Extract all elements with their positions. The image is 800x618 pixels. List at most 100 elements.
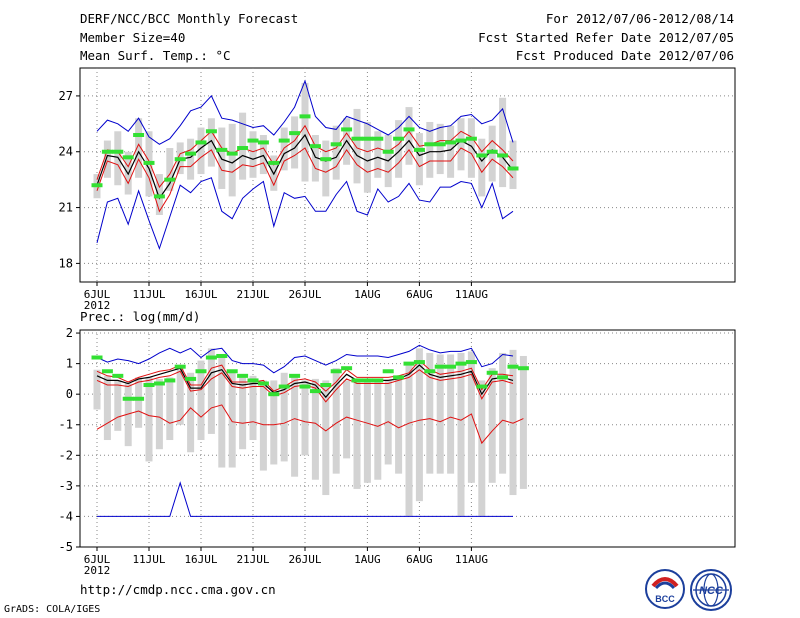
precip-plot-frame [79,329,736,548]
temp-range-box [363,121,371,193]
temp-obs-mark [164,177,176,182]
temp-range-box [447,125,455,178]
precip-upper-line [96,359,514,392]
temp-xtick-label: 11JUL [132,288,165,301]
temp-obs-mark [226,151,238,156]
temp-xtick-label: 26JUL [288,288,321,301]
temp-obs-mark [486,149,498,154]
precip-obs-mark [309,389,321,394]
temp-obs-mark [205,129,217,134]
bcc-logo-text: BCC [655,594,675,604]
precip-obs-mark [133,396,145,401]
precip-obs-mark [289,373,301,378]
precip-obs-mark [424,369,436,374]
precip-range-box [103,375,111,441]
temp-ytick-label: 24 [59,145,73,159]
precip-range-box [145,377,153,462]
precip-range-box [197,360,205,441]
temp-obs-mark [299,114,311,119]
temp-obs-mark [351,136,363,141]
temp-obs-mark [320,157,332,162]
precip-range-box [363,378,371,483]
precip-range-box [332,368,340,474]
temp-year-label: 2012 [84,299,111,312]
source-url[interactable]: http://cmdp.ncc.cma.gov.cn [80,582,276,597]
temp-obs-mark [278,138,290,143]
precip-range-box [239,377,247,450]
temp-obs-mark [153,194,165,199]
precip-range-box [447,354,455,474]
temp-obs-mark [216,147,228,152]
precip-range-box [187,372,195,453]
precip-range-box [291,377,299,477]
temp-obs-mark [465,136,477,141]
precip-obs-mark [320,383,332,388]
precip-xtick-label: 11JUL [132,553,165,566]
temp-xtick-label: 21JUL [236,288,269,301]
precip-obs-mark [382,369,394,374]
precip-obs-mark [226,369,238,374]
precip-range-box [322,380,330,496]
precip-range-box [395,378,403,474]
grads-credit: GrADS: COLA/IGES [4,604,101,615]
temp-range-box [207,118,215,167]
produced-date: Fcst Produced Date 2012/07/06 [515,48,734,63]
temp-xtick-label: 11AUG [455,288,488,301]
temp-range-box [135,118,143,178]
precip-title: Prec.: log(mm/d) [80,309,201,324]
temp-obs-mark [91,183,103,188]
precip-spread-low-line [96,404,524,445]
temp-range-box [426,121,434,178]
precip-obs-mark [278,384,290,389]
temp-obs-mark [257,140,269,145]
precip-range-box [509,349,517,496]
precip-range-box [311,378,319,480]
precip-ytick-label: 1 [66,357,73,371]
precip-obs-mark [413,360,425,365]
precip-year-label: 2012 [84,564,111,577]
temp-xtick-label: 6JUL [84,288,111,301]
precip-range-box [280,372,288,462]
precip-ytick-label: -5 [59,540,73,554]
temp-xtick-label: 1AUG [354,288,381,301]
variable-label: Mean Surf. Temp.: °C [80,48,231,63]
temp-obs-mark [195,140,207,145]
temp-obs-mark [309,144,321,149]
precip-range-box [166,377,174,441]
temp-range-box [249,131,257,178]
precip-obs-mark [372,378,384,383]
precip-range-box [93,369,101,410]
precip-xtick-label: 1AUG [354,553,381,566]
precip-range-box [499,352,507,474]
precip-range-box [301,380,309,456]
temp-obs-mark [122,155,134,160]
ncc-logo-text: NCC [699,585,724,597]
precip-xtick-label: 11AUG [455,553,488,566]
precip-range-box [218,355,226,468]
precip-obs-mark [351,378,363,383]
precip-range-box [426,352,434,474]
temp-plot-frame [79,67,736,283]
temp-range-box [405,107,413,165]
precip-range-box [519,355,527,489]
temp-obs-mark [247,138,259,143]
precip-obs-mark [330,369,342,374]
temp-max-line [96,79,514,145]
precip-ytick-label: 0 [66,387,73,401]
temp-range-box [457,118,465,171]
precip-ytick-label: -4 [59,509,73,523]
precip-xtick-label: 6AUG [406,553,433,566]
temp-obs-mark [424,142,436,147]
precip-obs-mark [403,361,415,366]
temp-range-box [395,120,403,178]
chart-title: DERF/NCC/BCC Monthly Forecast [80,11,299,26]
precip-min-line [97,481,513,517]
precip-range-box [467,351,475,483]
precip-range-box [353,378,361,489]
precip-range-box [259,380,267,471]
precip-obs-mark [476,384,488,389]
precip-obs-mark [341,366,353,371]
temp-obs-mark [455,138,467,143]
precip-obs-mark [185,376,197,381]
